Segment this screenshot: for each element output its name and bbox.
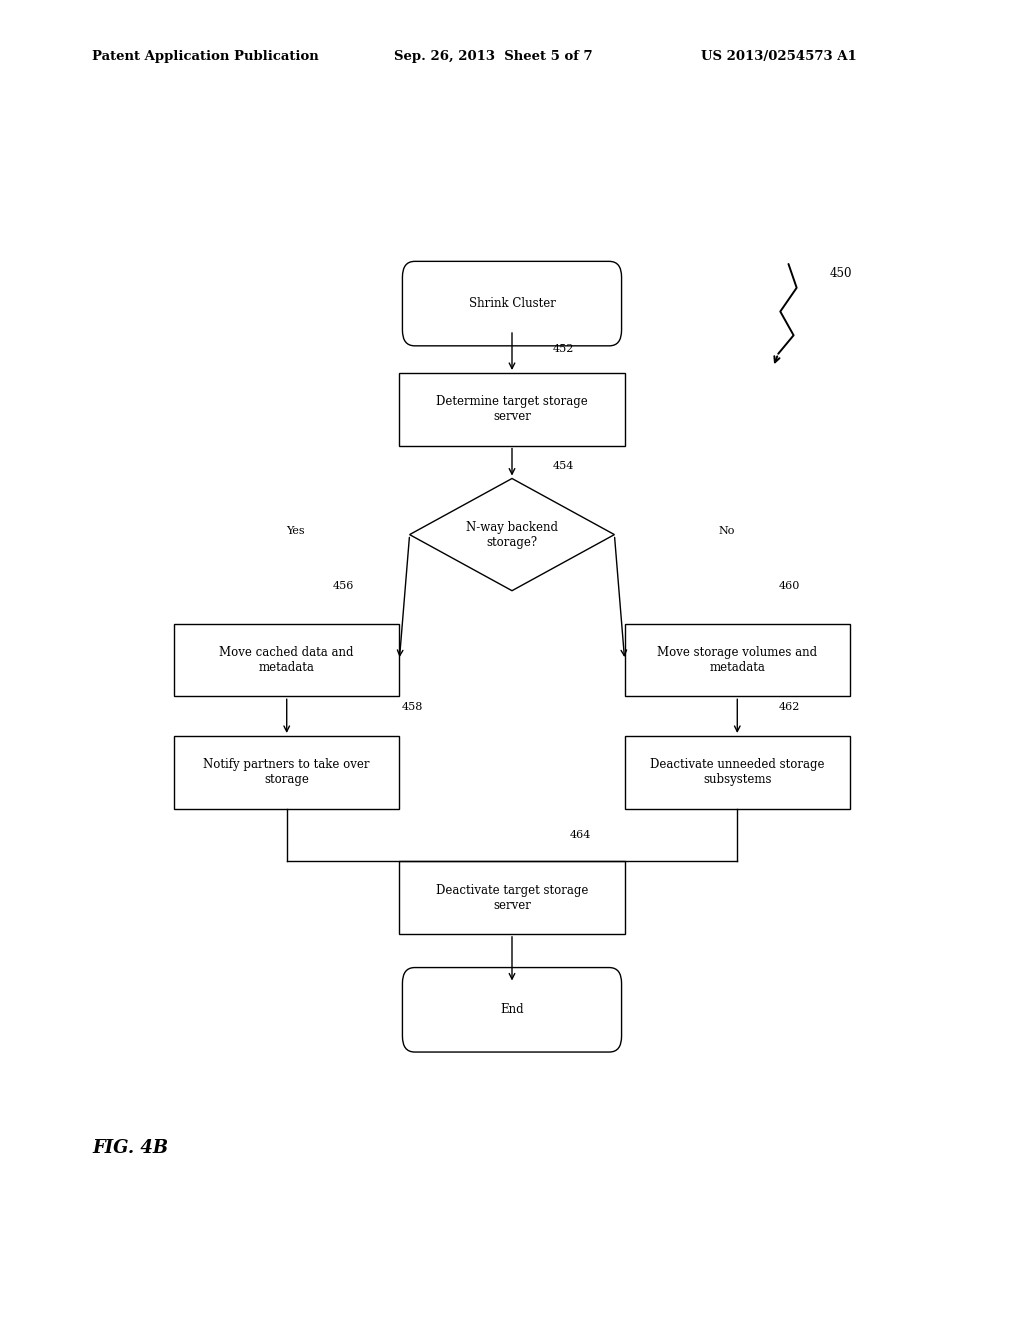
Text: Move storage volumes and
metadata: Move storage volumes and metadata [657,645,817,675]
FancyBboxPatch shape [402,968,622,1052]
Text: Notify partners to take over
storage: Notify partners to take over storage [204,758,370,787]
Text: 464: 464 [569,830,591,841]
Bar [174,624,399,697]
Text: Deactivate target storage
server: Deactivate target storage server [436,883,588,912]
Text: Patent Application Publication: Patent Application Publication [92,50,318,63]
Text: Yes: Yes [287,525,305,536]
Bar [625,624,850,697]
Text: 462: 462 [778,702,800,713]
Text: Deactivate unneeded storage
subsystems: Deactivate unneeded storage subsystems [650,758,824,787]
Text: FIG. 4B: FIG. 4B [92,1139,168,1158]
Text: Determine target storage
server: Determine target storage server [436,395,588,424]
Polygon shape [410,479,614,591]
Text: No: No [719,525,735,536]
Text: 458: 458 [401,702,423,713]
Bar [399,372,625,446]
Text: Move cached data and
metadata: Move cached data and metadata [219,645,354,675]
Text: Shrink Cluster: Shrink Cluster [469,297,555,310]
Text: 450: 450 [829,267,852,280]
Text: Sep. 26, 2013  Sheet 5 of 7: Sep. 26, 2013 Sheet 5 of 7 [394,50,593,63]
Text: 460: 460 [778,581,800,591]
Bar [174,737,399,808]
Text: 452: 452 [553,345,574,355]
Text: N-way backend
storage?: N-way backend storage? [466,520,558,549]
Bar [399,862,625,935]
Bar [625,737,850,808]
Text: 454: 454 [553,461,574,471]
Text: 456: 456 [333,581,354,591]
Text: End: End [500,1003,524,1016]
Text: US 2013/0254573 A1: US 2013/0254573 A1 [701,50,857,63]
FancyBboxPatch shape [402,261,622,346]
